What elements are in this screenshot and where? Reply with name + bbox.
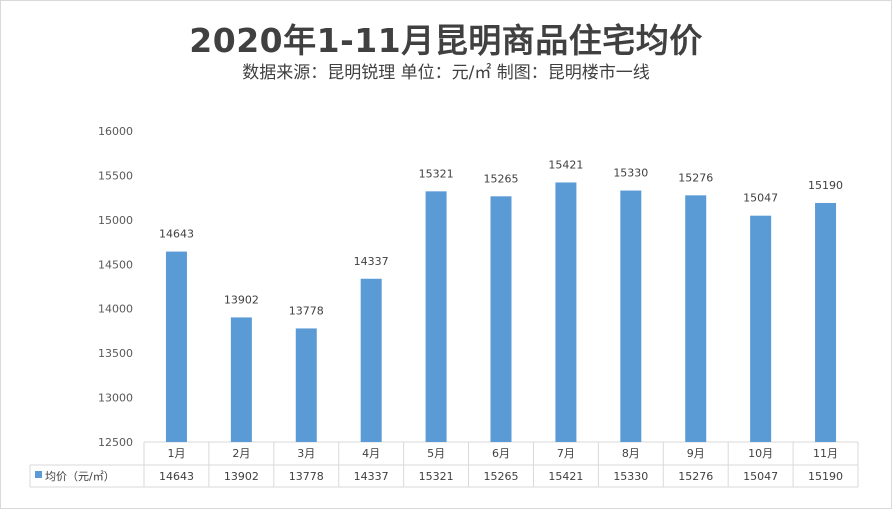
table-value: 15276 — [678, 470, 713, 483]
data-label: 15421 — [548, 158, 583, 171]
table-value: 13778 — [289, 470, 324, 483]
y-tick-label: 14000 — [98, 303, 133, 316]
bar-4 — [360, 278, 382, 442]
category-label: 1月 — [167, 447, 185, 460]
table-value: 15190 — [808, 470, 843, 483]
y-tick-label: 14500 — [98, 258, 133, 271]
table-value: 15421 — [548, 470, 583, 483]
bar-1 — [165, 251, 187, 442]
category-label: 4月 — [362, 447, 380, 460]
category-label: 7月 — [557, 447, 575, 460]
category-label: 2月 — [232, 447, 250, 460]
data-label: 15321 — [419, 167, 454, 180]
table-value: 15330 — [613, 470, 648, 483]
category-label: 11月 — [813, 447, 838, 460]
bar-7 — [555, 182, 577, 442]
table-value: 14337 — [354, 470, 389, 483]
bar-6 — [490, 196, 512, 442]
bar-2 — [230, 317, 252, 442]
data-label: 15190 — [808, 179, 843, 192]
bar-3 — [295, 328, 317, 442]
category-label: 10月 — [748, 447, 773, 460]
y-tick-label: 13500 — [98, 347, 133, 360]
bar-9 — [685, 195, 707, 442]
table-value: 15321 — [419, 470, 454, 483]
category-label: 6月 — [492, 447, 510, 460]
y-tick-label: 13000 — [98, 392, 133, 405]
data-label: 13778 — [289, 304, 324, 317]
bar-10 — [750, 215, 772, 442]
bar-11 — [815, 202, 837, 442]
data-label: 13902 — [224, 293, 259, 306]
category-label: 3月 — [297, 447, 315, 460]
y-tick-label: 15000 — [98, 214, 133, 227]
table-value: 14643 — [159, 470, 194, 483]
data-label: 15276 — [678, 171, 713, 184]
legend-swatch — [35, 471, 42, 478]
category-label: 9月 — [687, 447, 705, 460]
table-value: 13902 — [224, 470, 259, 483]
data-label: 15265 — [484, 172, 519, 185]
data-label: 15330 — [613, 167, 648, 180]
data-label: 15047 — [743, 192, 778, 205]
table-value: 15047 — [743, 470, 778, 483]
data-label: 14643 — [159, 228, 194, 241]
table-value: 15265 — [484, 470, 519, 483]
chart-title: 2020年1-11月昆明商品住宅均价 — [189, 21, 703, 60]
bar-8 — [620, 190, 642, 442]
bar-5 — [425, 191, 447, 442]
category-label: 8月 — [622, 447, 640, 460]
data-label: 14337 — [354, 255, 389, 268]
y-tick-label: 12500 — [98, 436, 133, 449]
category-label: 5月 — [427, 447, 445, 460]
y-tick-label: 15500 — [98, 169, 133, 182]
chart-subtitle: 数据来源：昆明锐理 单位：元/㎡ 制图：昆明楼市一线 — [242, 63, 650, 83]
legend-label: 均价（元/㎡） — [45, 470, 115, 483]
y-tick-label: 16000 — [98, 125, 133, 138]
